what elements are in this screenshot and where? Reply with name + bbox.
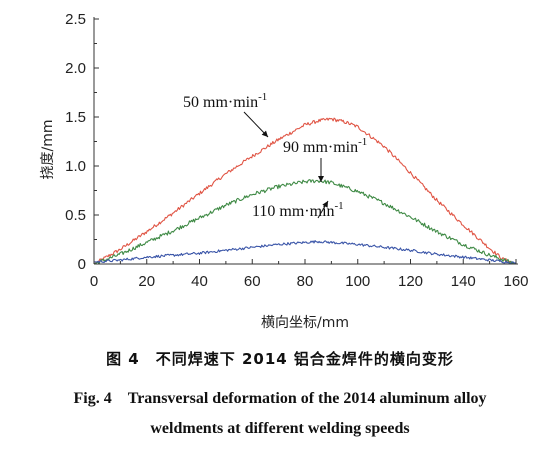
- annotation-arrowhead-2: [318, 176, 324, 182]
- x-tick-label: 60: [244, 273, 261, 290]
- x-tick-label: 120: [398, 273, 423, 290]
- x-tick-label: 0: [90, 273, 98, 290]
- figure-caption-english-line-2: weldments at different welding speeds: [150, 420, 410, 437]
- series-line-2: [93, 179, 517, 265]
- y-tick-label: 2.0: [65, 60, 86, 77]
- annotation-arrowhead-3: [322, 201, 328, 208]
- y-tick-label: 0: [78, 256, 86, 273]
- y-tick-label: 1.0: [65, 158, 86, 175]
- series-line-3: [93, 240, 517, 265]
- series-line-1: [93, 117, 517, 265]
- x-tick-label: 140: [451, 273, 476, 290]
- figure-caption-english-line-1: Fig. 4 Transversal deformation of the 20…: [73, 390, 487, 407]
- annotation-superscript: -1: [335, 200, 344, 212]
- annotation-label-2: 90 mm·min-1: [283, 136, 367, 156]
- y-tick-label: 2.5: [65, 11, 86, 28]
- deformation-line-chart: 0 20 40 60 80 100 120 140 160 0 0.5 1.0 1.5 2.0 2.5 横向坐…: [40, 11, 529, 331]
- x-axis-title: 横向坐标/mm: [261, 315, 349, 331]
- annotation-label-1: 50 mm·min-1: [183, 91, 267, 111]
- y-tick-label: 1.5: [65, 109, 86, 126]
- annotation-superscript: -1: [358, 136, 367, 148]
- annotation-superscript: -1: [258, 91, 267, 103]
- annotation-label-3: 110 mm·min-1: [252, 200, 344, 220]
- annotation-arrowhead-1: [261, 130, 268, 137]
- x-tick-label: 100: [345, 273, 370, 290]
- x-tick-label: 40: [191, 273, 208, 290]
- x-tick-label: 20: [138, 273, 155, 290]
- y-axis-title: 挠度/mm: [40, 120, 56, 180]
- figure-caption-chinese: 图 4 不同焊速下 2014 铝合金焊件的横向变形: [106, 350, 454, 368]
- y-tick-label: 0.5: [65, 207, 86, 224]
- x-tick-label: 160: [503, 273, 528, 290]
- x-tick-label: 80: [297, 273, 314, 290]
